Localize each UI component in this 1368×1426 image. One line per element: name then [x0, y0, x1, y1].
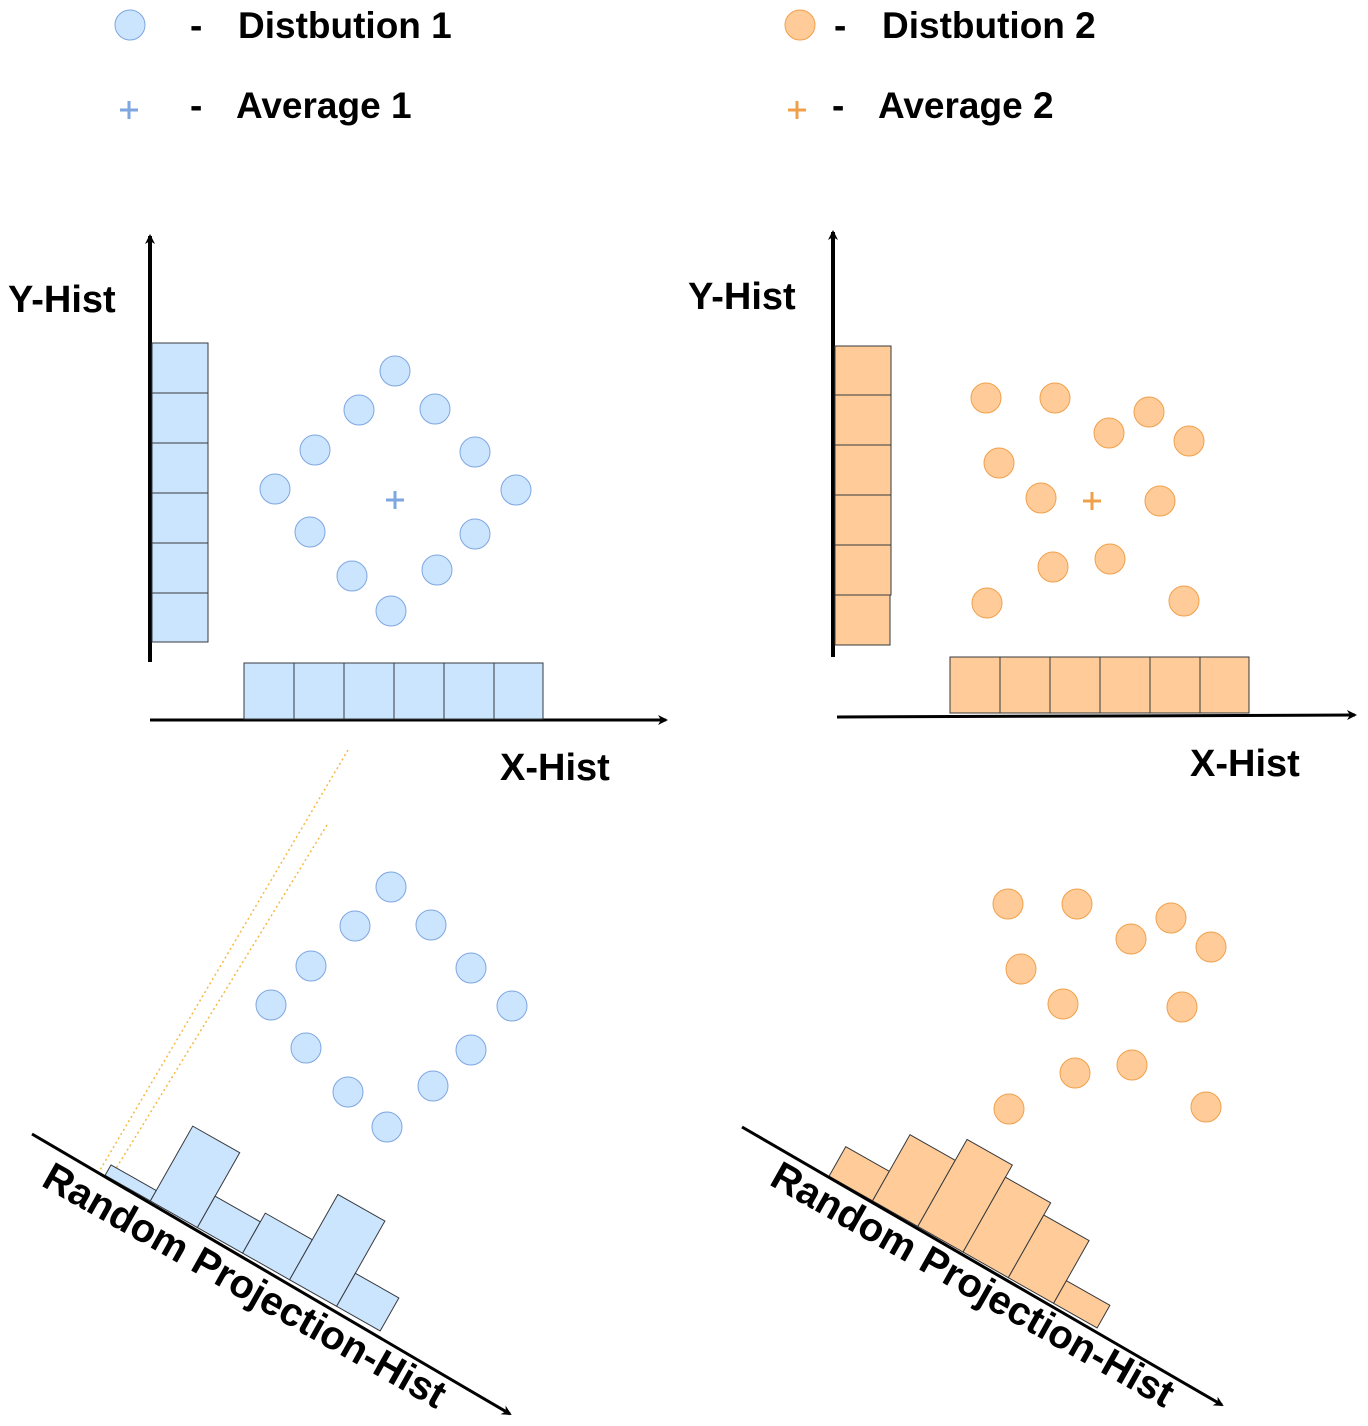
average1-plus-icon	[386, 491, 404, 509]
panel-bottom-right: Random Projection-Hist	[741, 888, 1227, 1416]
projection-histogram-right	[828, 1134, 1111, 1329]
x-hist-label-right: X-Hist	[1190, 743, 1300, 785]
legend-dist1-dash: -	[190, 5, 202, 46]
x-axis-right	[836, 710, 1357, 721]
projection-label-left: Random Projection-Hist	[36, 1155, 454, 1418]
dist1-points-top	[259, 355, 532, 627]
legend-dist2-label: Distbution 2	[882, 5, 1096, 46]
x-histogram-left	[243, 662, 544, 720]
legend-avg2-dash: -	[832, 85, 844, 126]
y-hist-label-right: Y-Hist	[688, 276, 796, 318]
panel-top-left: Y-Hist X-Hist	[8, 234, 668, 789]
x-histogram-right	[949, 656, 1250, 714]
legend-dist1-circle-icon	[114, 9, 146, 41]
y-hist-label-left: Y-Hist	[8, 279, 116, 321]
legend-dist1-label: Distbution 1	[238, 5, 452, 46]
panel-bottom-left: Random Projection-Hist	[31, 749, 528, 1418]
legend-dist2-dash: -	[834, 5, 846, 46]
projection-guides-left	[99, 749, 349, 1176]
dist1-points-bottom	[255, 871, 528, 1143]
legend-dist2-circle-icon	[784, 9, 816, 41]
average2-plus-icon	[1083, 492, 1101, 510]
legend: - Distbution 1 - Average 1 - Distbution …	[114, 5, 1096, 126]
projection-axis-right	[741, 1125, 1224, 1407]
y-histogram-right	[834, 345, 892, 646]
projection-axis-left	[31, 1132, 512, 1416]
y-histogram-left	[151, 342, 209, 643]
legend-avg1-dash: -	[190, 85, 202, 126]
legend-avg2-plus-icon	[788, 101, 806, 119]
panel-top-right: Y-Hist X-Hist	[688, 230, 1357, 785]
legend-avg2-label: Average 2	[878, 85, 1054, 126]
legend-avg1-label: Average 1	[236, 85, 412, 126]
projection-histogram-left	[104, 1125, 400, 1332]
dist2-points-top	[970, 382, 1205, 619]
dist2-points-bottom	[992, 888, 1227, 1125]
x-hist-label-left: X-Hist	[500, 747, 610, 789]
legend-avg1-plus-icon	[120, 101, 138, 119]
